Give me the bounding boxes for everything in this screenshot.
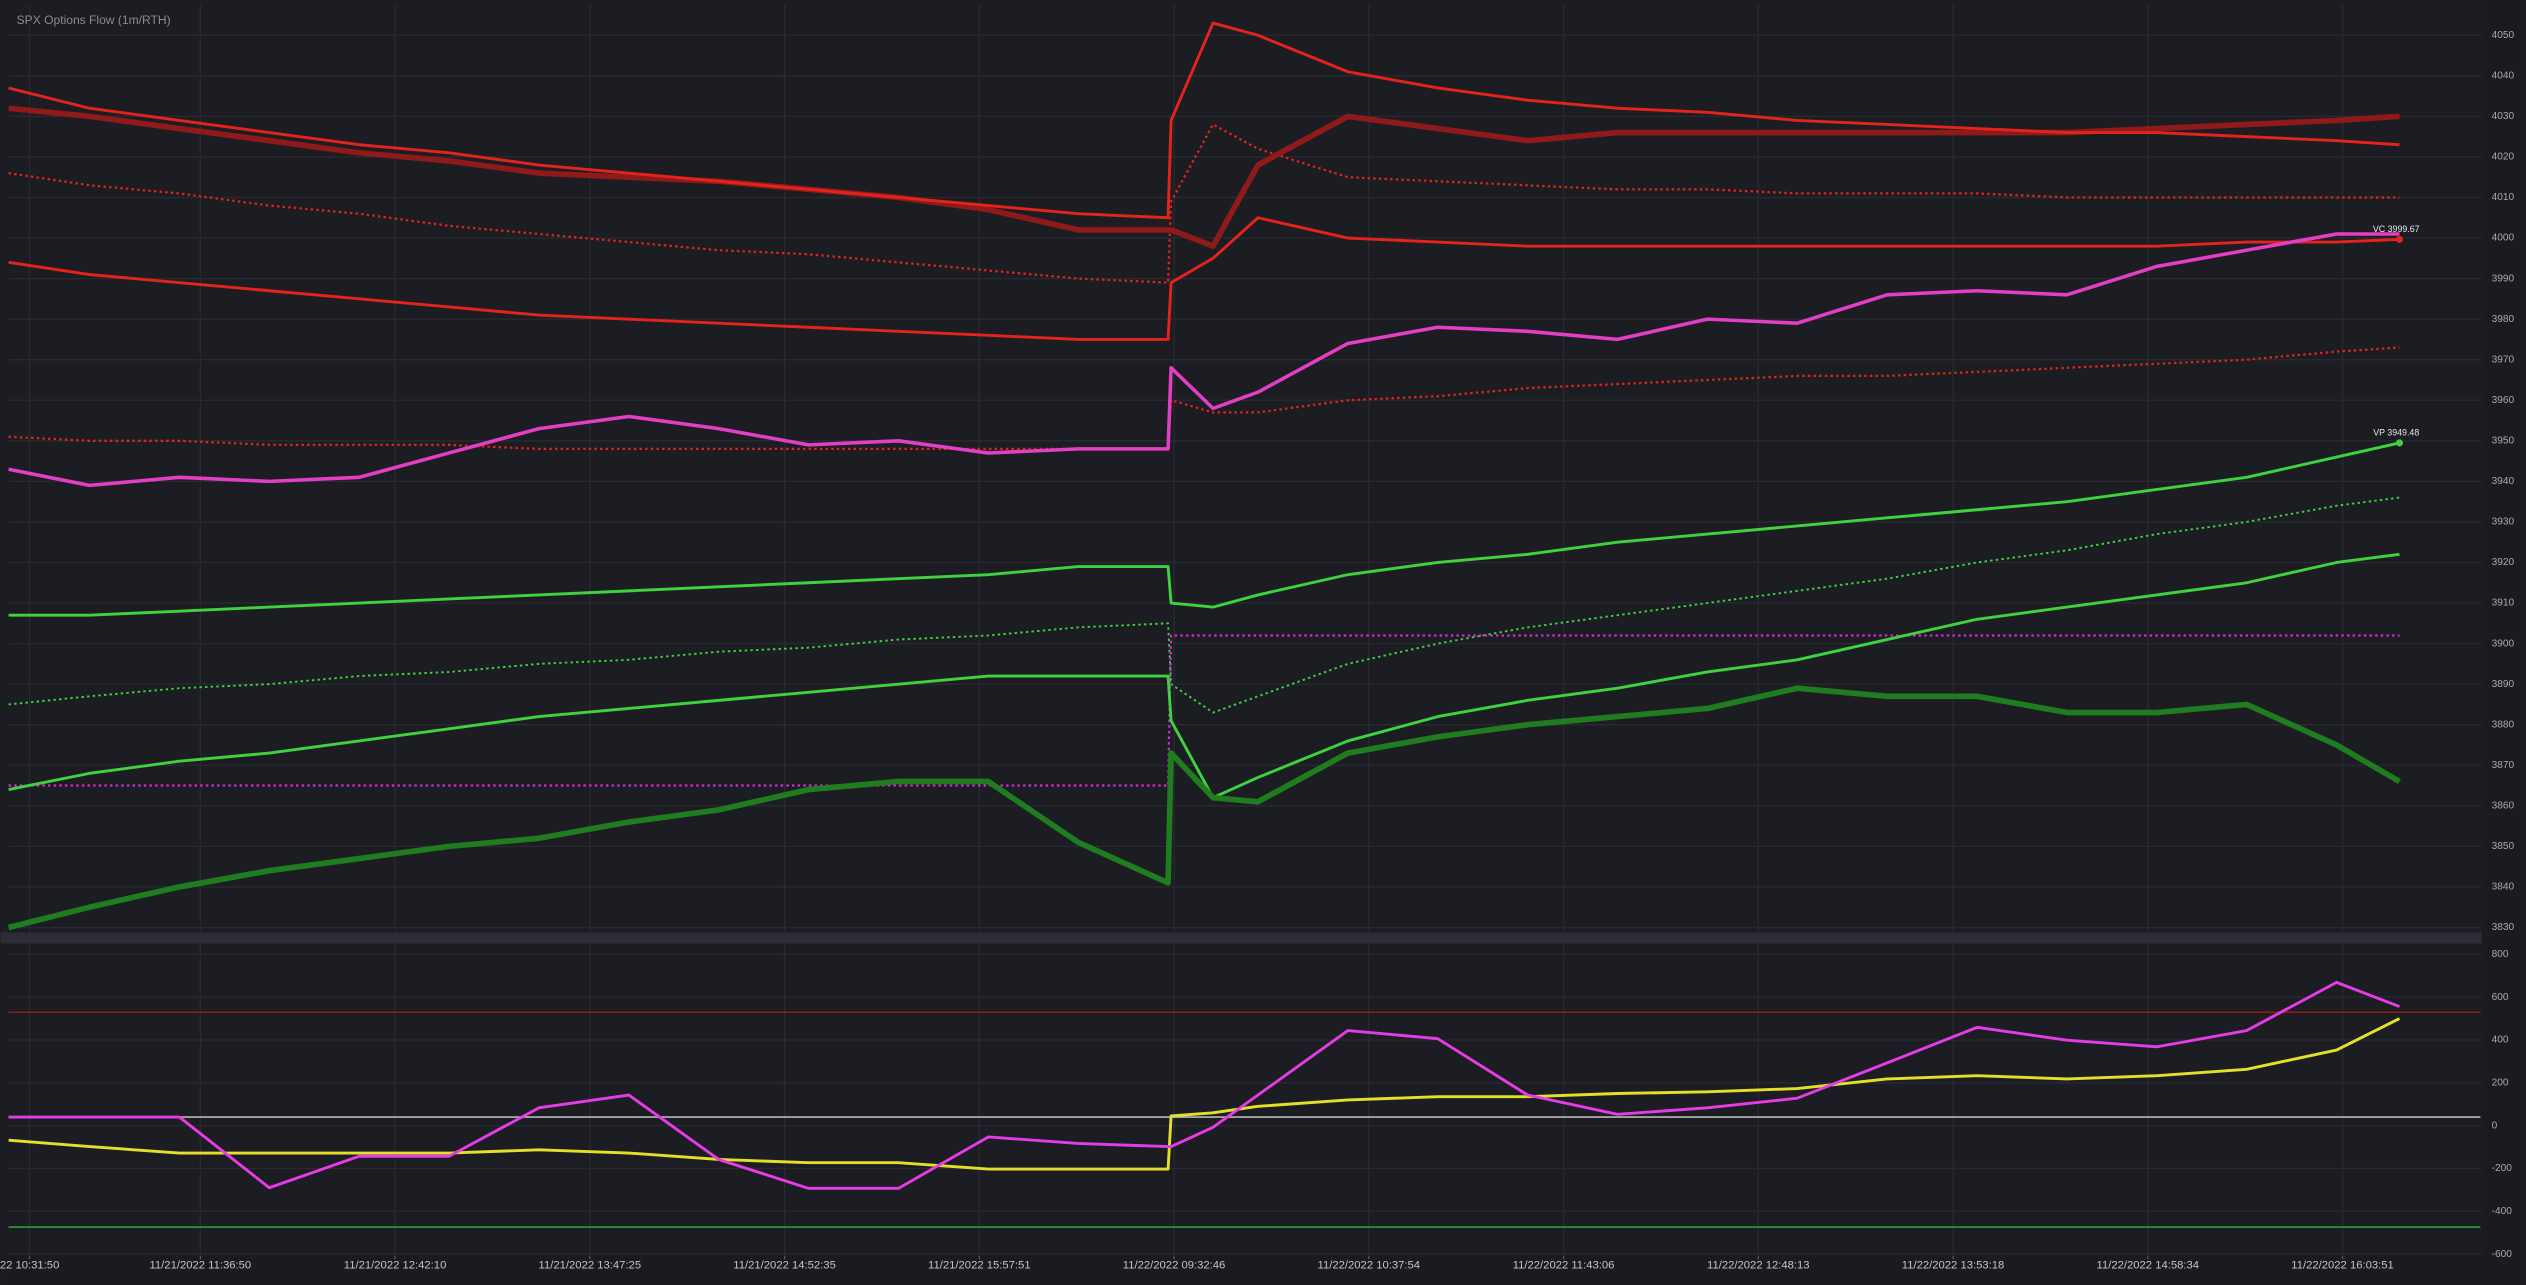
series-line	[8, 980, 2400, 1190]
y-tick-label: 3920	[2492, 557, 2515, 568]
x-tick-label: 11/21/2022 14:52:35	[733, 1260, 836, 1272]
y-tick-label: 600	[2492, 992, 2509, 1003]
x-tick-label: 11/22/2022 12:48:13	[1707, 1260, 1810, 1272]
y-tick-label: 3980	[2492, 314, 2515, 325]
y-tick-label: 4000	[2492, 233, 2515, 244]
y-tick-label: 3970	[2492, 354, 2515, 365]
y-tick-label: 4050	[2492, 30, 2515, 41]
y-tick-label: 3830	[2492, 922, 2515, 933]
series-line	[8, 216, 2400, 341]
y-tick-label: 4030	[2492, 111, 2515, 122]
panel-separator	[0, 932, 2526, 944]
x-tick-label: 11/21/2022 11:36:50	[149, 1260, 251, 1272]
y-tick-label: 4010	[2492, 192, 2515, 203]
y-tick-label: 3900	[2492, 638, 2515, 649]
series-line	[8, 346, 2400, 451]
y-tick-label: 3990	[2492, 273, 2515, 284]
y-tick-label: -600	[2492, 1249, 2513, 1260]
x-tick-label: 11/22/2022 16:03:51	[2291, 1260, 2394, 1272]
series-line	[8, 441, 2400, 617]
x-tick-label: 11/21/2022 12:42:10	[344, 1260, 447, 1272]
price-axis	[2481, 0, 2526, 1285]
time-axis	[0, 1256, 2526, 1285]
end-marker	[2395, 439, 2404, 447]
series-line	[8, 21, 2400, 220]
series-line	[8, 634, 2400, 787]
y-tick-label: 800	[2492, 949, 2509, 960]
y-tick-label: 3870	[2492, 760, 2515, 771]
y-tick-label: 3880	[2492, 719, 2515, 730]
annotation: VP 3949.48	[2373, 428, 2419, 438]
x-tick-label: 11/22/2022 11:43:06	[1513, 1260, 1615, 1272]
chart-title: SPX Options Flow (1m/RTH)	[17, 13, 171, 27]
x-tick-label: 11/21/2022 13:47:25	[539, 1260, 642, 1272]
series-line	[7, 685, 2401, 931]
plot-layer: 3830 3840 3850 3860 3870 3880 3890 3900 3910 3920…	[0, 4, 2515, 1272]
series-line	[8, 496, 2400, 714]
y-tick-label: 3890	[2492, 679, 2515, 690]
y-tick-label: 3940	[2492, 476, 2515, 487]
annotation: VC 3999.67	[2373, 224, 2420, 234]
x-tick-label: 11/22/2022 09:32:46	[1123, 1260, 1226, 1272]
y-tick-label: 3950	[2492, 435, 2515, 446]
x-tick-label: 22 10:31:50	[0, 1260, 59, 1272]
series-line	[8, 552, 2400, 800]
y-tick-label: -200	[2492, 1163, 2513, 1174]
y-tick-label: 200	[2492, 1077, 2509, 1088]
y-tick-label: 3930	[2492, 517, 2515, 528]
series-line	[8, 1017, 2401, 1171]
y-tick-label: 4040	[2492, 70, 2515, 81]
y-tick-label: 3840	[2492, 882, 2515, 893]
x-tick-label: 11/22/2022 14:58:34	[2097, 1260, 2200, 1272]
y-tick-label: 0	[2492, 1120, 2498, 1131]
series-line	[8, 232, 2400, 488]
y-tick-label: -400	[2492, 1206, 2513, 1217]
y-tick-label: 3910	[2492, 598, 2515, 609]
y-tick-label: 400	[2492, 1035, 2509, 1046]
y-tick-label: 3850	[2492, 841, 2515, 852]
x-tick-label: 11/21/2022 15:57:51	[928, 1260, 1031, 1272]
end-marker	[2395, 235, 2404, 243]
y-tick-label: 3960	[2492, 395, 2515, 406]
x-tick-label: 11/22/2022 10:37:54	[1318, 1260, 1421, 1272]
y-tick-label: 4020	[2492, 152, 2515, 163]
x-tick-label: 11/22/2022 13:53:18	[1902, 1260, 2005, 1272]
y-tick-label: 3860	[2492, 800, 2515, 811]
series-line	[8, 123, 2400, 284]
series-line	[8, 105, 2400, 249]
